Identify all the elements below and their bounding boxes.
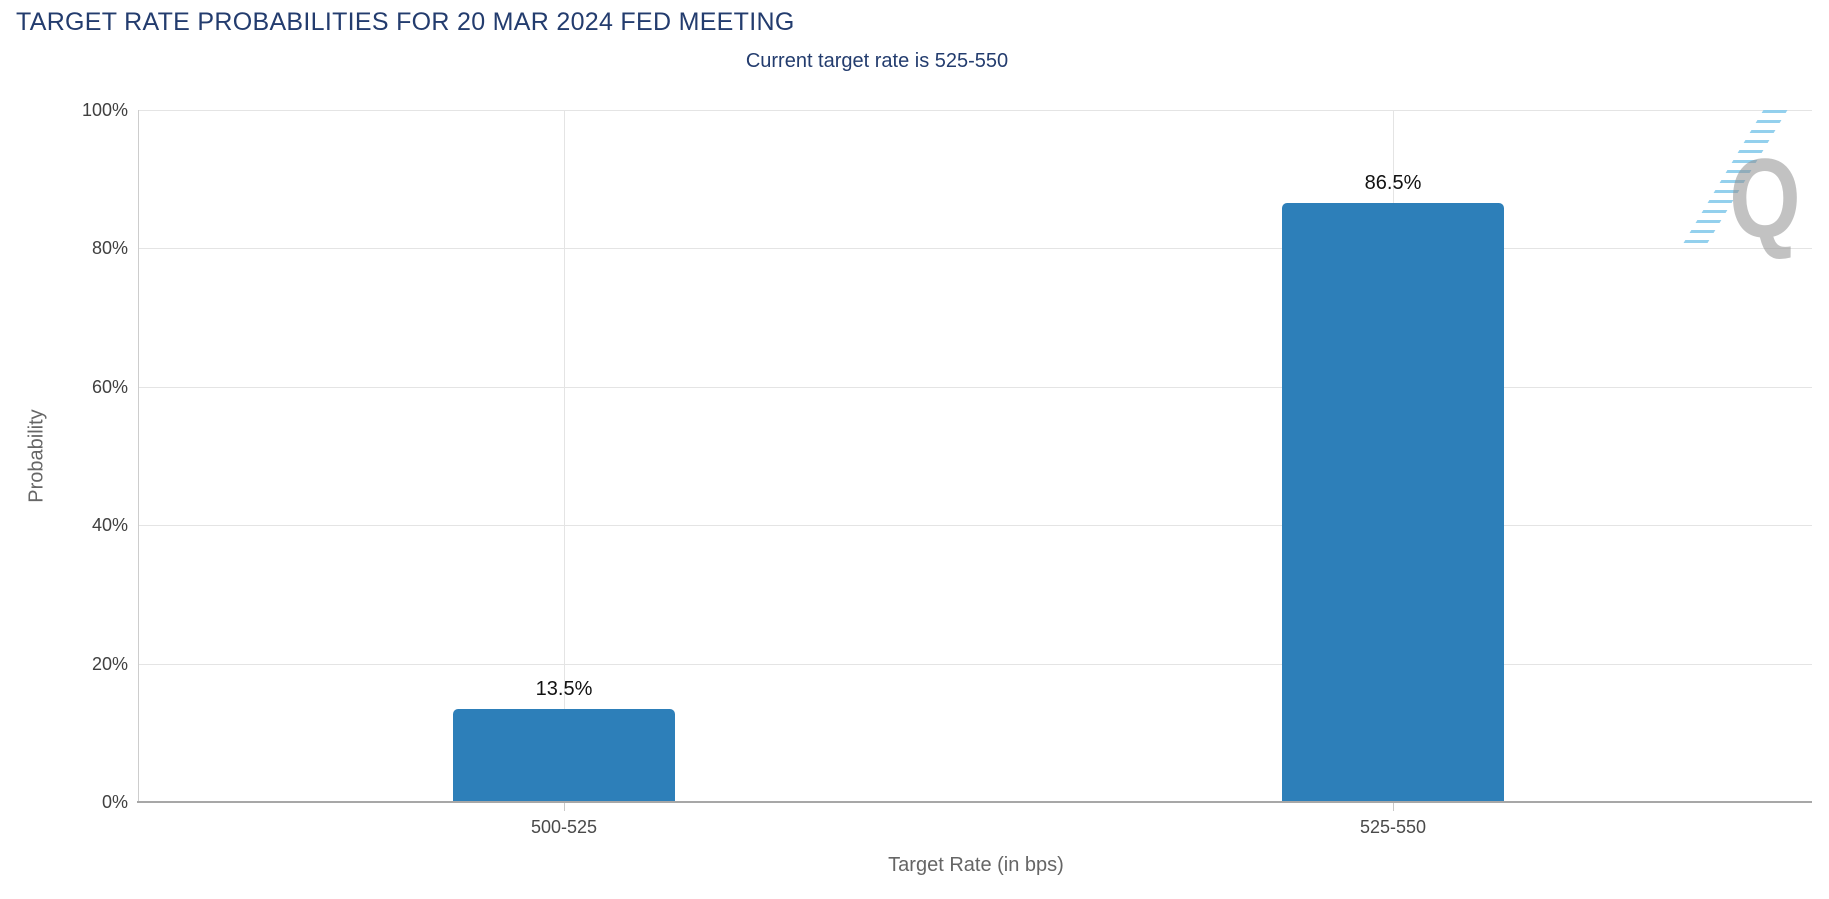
chart-subtitle: Current target rate is 525-550 [745,50,1009,72]
x-axis-title: Target Rate (in bps) [888,854,1064,876]
y-tick-label-40: 40% [91,515,128,535]
bar-value-label: 86.5% [1364,172,1422,195]
gridline-20pct [138,663,1812,665]
bar-value-label: 13.5% [535,677,593,700]
chart-title: TARGET RATE PROBABILITIES FOR 20 MAR 202… [16,8,795,36]
bar-group-500-525: 13.5% [453,110,675,802]
x-category-label-500-525: 500-525 [530,817,598,837]
bar-525-550[interactable] [1282,203,1504,802]
y-tick-label-20: 20% [91,654,128,674]
gridline-100pct [138,110,1812,111]
gridline-60pct [138,386,1812,388]
x-tick-525-550 [1393,802,1394,811]
y-axis-title: Probability [25,409,48,503]
plot-area: 13.5% 86.5% [137,110,1812,803]
x-axis-line [137,801,1812,803]
x-category-label-525-550: 525-550 [1359,817,1427,837]
y-tick-label-0: 0% [101,792,128,812]
x-tick-500-525 [564,802,565,811]
gridline-80pct [138,248,1812,250]
y-tick-label-100: 100% [81,100,128,120]
bar-500-525[interactable] [453,708,675,802]
y-axis-line [138,110,139,802]
gridline-40pct [138,525,1812,527]
bar-group-525-550: 86.5% [1282,110,1504,802]
y-tick-label-60: 60% [91,377,128,397]
y-tick-label-80: 80% [91,238,128,258]
gridline-category-1 [564,110,565,802]
